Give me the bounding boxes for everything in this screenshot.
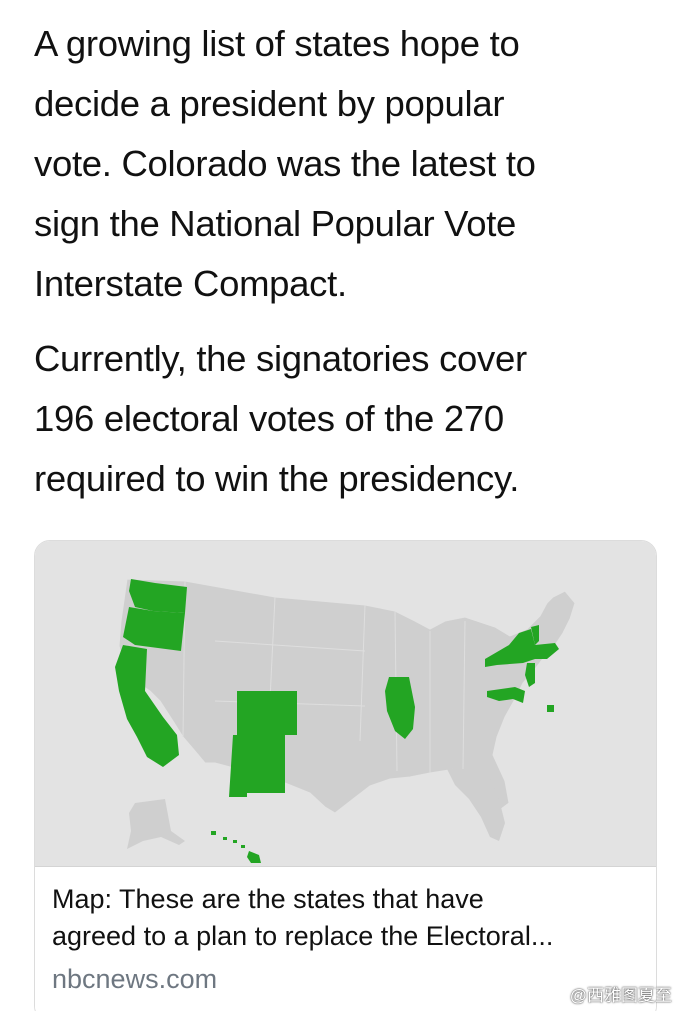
state-new-york	[485, 629, 535, 667]
state-colorado	[237, 691, 297, 735]
state-new-england-group	[535, 643, 559, 659]
state-washington	[129, 579, 187, 613]
card-map-image[interactable]	[35, 541, 656, 866]
florida-shape	[447, 767, 505, 841]
state-vermont	[531, 625, 539, 645]
watermark-text: @西雅图夏至	[569, 986, 672, 1005]
state-illinois	[385, 677, 415, 739]
tweet-text: A growing list of states hope to decide …	[34, 14, 664, 509]
card-body[interactable]: Map: These are the states that have agre…	[35, 866, 656, 1011]
state-oregon	[123, 607, 185, 651]
tweet-paragraph-2: Currently, the signatories cover 196 ele…	[34, 338, 527, 499]
state-maryland	[487, 687, 525, 703]
watermark: @西雅图夏至	[545, 985, 672, 1007]
state-new-jersey	[525, 663, 535, 687]
state-hawaii	[211, 831, 261, 863]
card-domain: nbcnews.com	[52, 964, 218, 994]
state-dc-marker	[547, 705, 554, 712]
weibo-icon	[545, 992, 564, 1004]
us-map-icon	[115, 578, 576, 863]
link-preview-card[interactable]: Map: These are the states that have agre…	[34, 540, 657, 1011]
state-alaska	[127, 799, 185, 849]
state-new-mexico	[229, 735, 285, 797]
tweet-paragraph-1: A growing list of states hope to decide …	[34, 23, 536, 304]
state-california	[115, 645, 179, 767]
card-title[interactable]: Map: These are the states that have agre…	[52, 884, 554, 951]
